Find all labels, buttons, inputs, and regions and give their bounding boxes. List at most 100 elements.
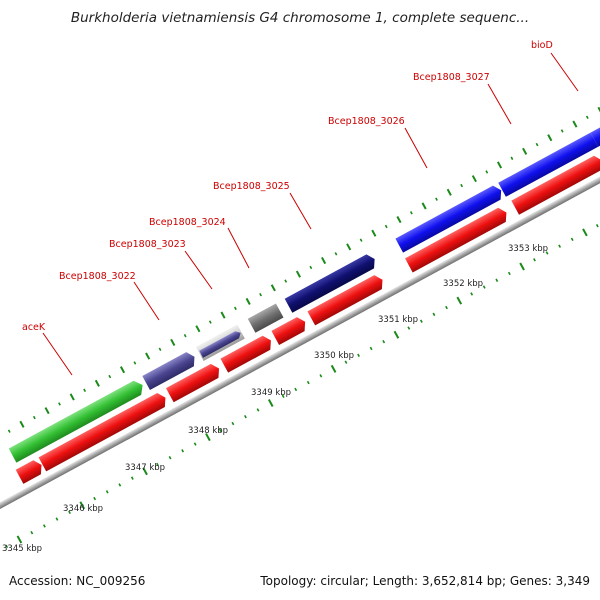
minor-tick (334, 252, 338, 256)
rev-feature-5 (271, 317, 306, 345)
feature-bcep1808-3025 (284, 254, 375, 313)
major-tick (220, 311, 226, 319)
minor-tick (309, 265, 313, 270)
minor-tick (105, 490, 109, 494)
major-tick (421, 202, 427, 210)
minor-tick (5, 544, 9, 549)
minor-tick (183, 333, 187, 338)
major-tick (597, 106, 600, 114)
major-tick (346, 243, 352, 251)
genome-summary-text: Topology: circular; Length: 3,652,814 bp… (260, 574, 590, 588)
minor-tick (231, 421, 235, 426)
minor-tick (158, 347, 162, 352)
kbp-label-3352: 3352 kbp (443, 279, 483, 289)
minor-tick (93, 496, 97, 501)
minor-tick (510, 156, 514, 160)
minor-tick (244, 415, 247, 419)
kbp-label-3347: 3347 kbp (125, 463, 165, 473)
minor-tick (83, 388, 87, 392)
kbp-label-3351: 3351 kbp (378, 315, 418, 325)
kbp-label-3350: 3350 kbp (314, 351, 354, 361)
major-tick (519, 262, 525, 271)
major-tick (496, 161, 503, 169)
major-tick (522, 147, 528, 155)
minor-tick (344, 360, 348, 364)
label-bcep1808-3023: Bcep1808_3023 (109, 239, 186, 250)
minor-tick (133, 361, 137, 365)
kbp-label-3345: 3345 kbp (2, 544, 42, 554)
minor-tick (68, 510, 71, 514)
minor-tick (130, 476, 134, 480)
feature-acek (8, 380, 143, 463)
major-tick (79, 501, 86, 510)
rev-feature-6 (307, 275, 383, 326)
rev-feature-8 (511, 155, 600, 215)
major-tick (16, 535, 23, 544)
major-tick (19, 420, 25, 428)
minor-tick (445, 305, 448, 310)
forward-strand-features (8, 104, 600, 463)
outer-tick-row (7, 106, 600, 433)
major-tick (456, 296, 463, 305)
minor-tick (485, 170, 489, 174)
minor-tick (256, 408, 260, 412)
minor-tick (259, 293, 262, 297)
major-tick (582, 228, 588, 237)
major-tick (446, 188, 452, 196)
major-tick (69, 393, 75, 401)
rev-feature-3 (165, 363, 220, 403)
major-tick (270, 284, 276, 292)
minor-tick (168, 455, 172, 460)
kbp-label-3348: 3348 kbp (188, 426, 228, 436)
minor-tick (108, 374, 112, 379)
major-tick (295, 270, 301, 278)
major-tick (321, 256, 327, 265)
label-bcep1808-3026: Bcep1808_3026 (328, 116, 405, 127)
minor-tick (533, 258, 536, 262)
major-tick (267, 398, 274, 407)
genome-backbone (0, 117, 600, 577)
minor-tick (419, 319, 423, 323)
scale-tick-row (5, 223, 599, 549)
major-tick (94, 379, 100, 387)
minor-tick (156, 462, 159, 467)
major-tick (471, 175, 477, 183)
minor-tick (284, 279, 288, 283)
major-tick (572, 120, 578, 128)
label-bcep1808-3022: Bcep1808_3022 (59, 271, 136, 282)
kbp-label-3346: 3346 kbp (63, 504, 103, 514)
minor-tick (432, 312, 436, 317)
major-tick (170, 338, 176, 346)
rev-feature-2 (38, 392, 166, 472)
minor-tick (30, 531, 34, 535)
label-leader-lines (42, 52, 579, 376)
minor-tick (595, 223, 599, 228)
major-tick (205, 433, 211, 442)
label-acek: aceK (22, 322, 46, 333)
leader-bcep1808-3026 (404, 127, 428, 169)
major-tick (44, 407, 50, 415)
label-biod: bioD (531, 40, 553, 51)
feature-bcep1808-3022 (142, 352, 195, 391)
minor-tick (193, 442, 197, 446)
minor-tick (234, 306, 237, 311)
feature-labels: bioD Bcep1808_3027 Bcep1808_3026 Bcep180… (22, 40, 553, 333)
major-tick (195, 325, 201, 333)
reverse-strand-features (15, 155, 600, 484)
minor-tick (407, 326, 411, 330)
label-bcep1808-3027: Bcep1808_3027 (413, 72, 490, 83)
leader-acek (42, 332, 73, 376)
major-tick (371, 229, 377, 237)
major-tick (396, 216, 402, 224)
major-tick (145, 352, 151, 360)
leader-bcep1808-3024 (227, 227, 250, 269)
leader-bcep1808-3022 (133, 281, 160, 321)
minor-tick (218, 428, 222, 433)
kbp-labels: 3345 kbp 3346 kbp 3347 kbp 3348 kbp 3349… (2, 244, 548, 554)
minor-tick (32, 415, 36, 420)
minor-tick (294, 387, 298, 392)
minor-tick (382, 339, 386, 344)
rev-feature-1 (15, 460, 42, 484)
map-title: Burkholderia vietnamiensis G4 chromosome… (70, 10, 530, 26)
minor-tick (460, 183, 464, 188)
